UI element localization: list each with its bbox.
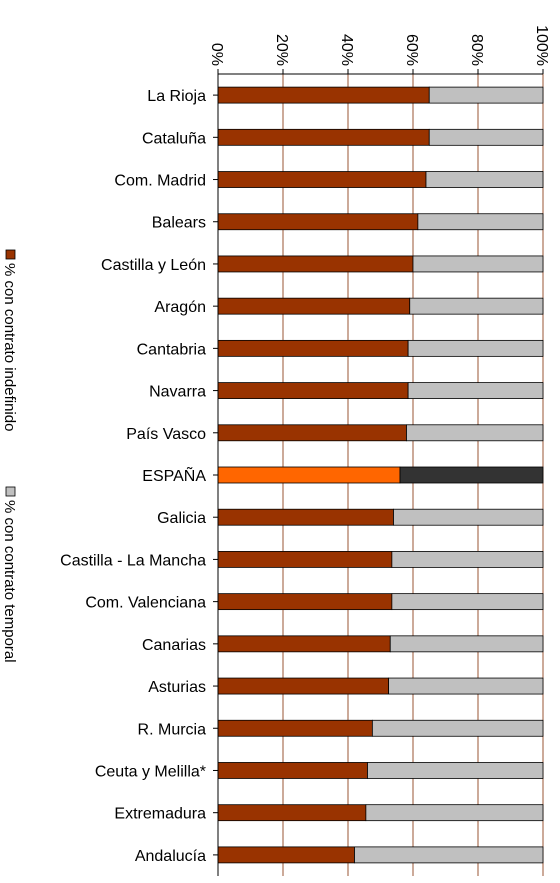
category-label: Canarias [142, 637, 206, 654]
bar-segment [217, 677, 390, 695]
bar-segment [389, 635, 544, 653]
bar-segment [371, 719, 544, 737]
bar-segment [217, 846, 355, 864]
category-label: Cantabria [137, 341, 206, 358]
category-label: Com. Valenciana [85, 595, 206, 612]
category-label: Navarra [149, 384, 206, 401]
bars [217, 86, 544, 864]
x-tick-label: 0% [208, 43, 225, 66]
bar-segment [399, 466, 544, 484]
category-label: País Vasco [126, 426, 206, 443]
bar-segment [412, 255, 544, 273]
bar-segment [217, 635, 391, 653]
category-label: Extremadura [114, 806, 206, 823]
category-label: Com. Madrid [114, 173, 206, 190]
category-label: Balears [152, 215, 206, 232]
bar-segment [217, 466, 401, 484]
axes: 0% 20% 40% 60% 80% 100% [208, 25, 550, 876]
bar-segment [428, 86, 544, 104]
bar-segment [217, 339, 409, 357]
bar-segment [217, 297, 411, 315]
category-label: Galicia [157, 510, 206, 527]
bar-segment [391, 593, 544, 611]
bar-segment [217, 762, 368, 779]
x-tick-label: 100% [533, 25, 550, 66]
bar-segment [409, 297, 544, 315]
bar-segment [391, 551, 544, 568]
legend-swatch [5, 249, 16, 260]
legend-label: % con contrato temporal [1, 500, 18, 663]
bar-segment [217, 551, 393, 568]
bar-segment [217, 255, 414, 273]
bar-segment [217, 86, 430, 104]
bar-segment [217, 424, 407, 442]
bar-segment [388, 677, 544, 695]
category-label: Castilla - La Mancha [60, 552, 206, 569]
category-label: Cataluña [142, 130, 206, 147]
x-tick-label: 40% [338, 34, 355, 66]
bar-segment [407, 339, 544, 357]
category-label: Andalucía [135, 848, 206, 865]
legend-swatch [5, 486, 16, 497]
bar-segment [217, 382, 409, 399]
category-labels: La Rioja Cataluña Com. Madrid Balears Castil… [60, 88, 206, 865]
bar-segment [425, 171, 544, 188]
bar-segment [407, 382, 544, 399]
bar-segment [217, 719, 373, 737]
bar-segment [217, 213, 419, 231]
category-label: R. Murcia [138, 721, 207, 738]
bar-segment [217, 128, 430, 146]
bar-segment [217, 593, 393, 611]
category-label: Aragón [154, 299, 206, 316]
bar-segment [393, 508, 544, 526]
legend: % con contrato indefinido % con contrato … [1, 249, 18, 663]
x-tick-label: 80% [468, 34, 485, 66]
x-tick-label: 60% [403, 34, 420, 66]
bar-segment [217, 508, 394, 526]
category-label: Ceuta y Melilla* [95, 763, 206, 780]
bar-segment [354, 846, 544, 864]
category-label: Castilla y León [101, 257, 206, 274]
bar-segment [428, 128, 544, 146]
bar-segment [365, 804, 544, 822]
category-label: La Rioja [147, 88, 206, 105]
category-label: Asturias [148, 679, 206, 696]
bar-segment [217, 804, 367, 822]
bar-segment [417, 213, 544, 231]
bar-segment [406, 424, 544, 442]
bar-segment [367, 762, 544, 779]
category-label: ESPAÑA [142, 465, 206, 485]
x-tick-label: 20% [273, 34, 290, 66]
bar-segment [217, 171, 427, 188]
legend-label: % con contrato indefinido [1, 263, 18, 431]
